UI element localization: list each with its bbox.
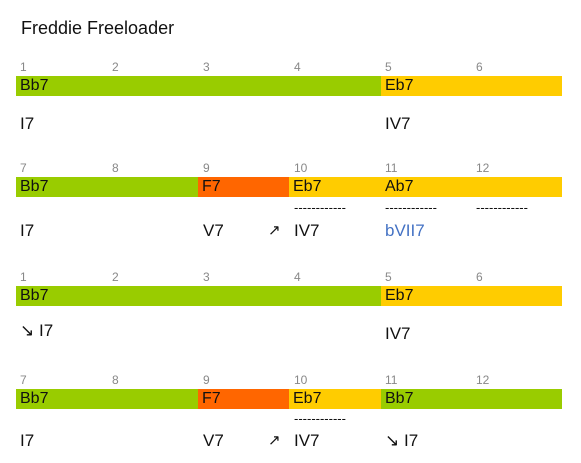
bar-number: 11 (385, 161, 398, 175)
bar-number: 4 (294, 60, 301, 74)
bar-number: 8 (112, 373, 119, 387)
bar-number: 9 (203, 161, 210, 175)
chord-segment: Eb7 (381, 76, 562, 96)
bar-number: 5 (385, 270, 392, 284)
bar-number: 4 (294, 270, 301, 284)
bar-number: 12 (476, 161, 490, 175)
bar-number: 9 (203, 373, 210, 387)
roman-numeral: I7 (20, 114, 35, 133)
roman-numeral: IV7 (385, 114, 411, 133)
bar-number: 6 (476, 270, 483, 284)
chord-segment: F7 (198, 389, 289, 409)
chord-segment: Bb7 (16, 76, 381, 96)
chord-segment: Bb7 (16, 389, 198, 409)
bar-number: 2 (112, 60, 119, 74)
bar-number: 1 (20, 270, 27, 284)
bar-number: 3 (203, 270, 210, 284)
chord-segment: Eb7 (289, 389, 381, 409)
bar-number: 10 (294, 373, 308, 387)
roman-numeral: ↘ I7 (385, 431, 419, 450)
dashed-divider: ------------ (476, 200, 528, 215)
roman-numeral: IV7 (385, 324, 411, 343)
roman-numeral: I7 (20, 221, 35, 240)
roman-numeral: V7 (203, 431, 224, 450)
roman-numeral: V7 (203, 221, 224, 240)
chord-segment: Bb7 (16, 286, 381, 306)
arrow-up-right-icon: ↗ (268, 432, 281, 449)
chord-segment: Ab7 (381, 177, 562, 197)
bar-number: 2 (112, 270, 119, 284)
bar-number: 7 (20, 161, 27, 175)
dashed-divider: ------------ (294, 200, 346, 215)
roman-numeral: IV7 (294, 221, 320, 240)
dashed-divider: ------------ (294, 411, 346, 426)
bar-number: 12 (476, 373, 490, 387)
bar-number: 10 (294, 161, 308, 175)
chord-segment: Bb7 (16, 177, 198, 197)
bar-number: 6 (476, 60, 483, 74)
page-title: Freddie Freeloader (21, 18, 175, 38)
bar-number: 11 (385, 373, 398, 387)
roman-numeral: bVII7 (385, 221, 425, 240)
bar-number: 3 (203, 60, 210, 74)
chord-segment: Eb7 (289, 177, 381, 197)
bar-number: 1 (20, 60, 27, 74)
roman-numeral: ↘ I7 (20, 321, 54, 340)
roman-numeral: IV7 (294, 431, 320, 450)
chord-segment: F7 (198, 177, 289, 197)
chord-segment: Bb7 (381, 389, 562, 409)
arrow-up-right-icon: ↗ (268, 222, 281, 239)
roman-numeral: I7 (20, 431, 35, 450)
chord-segment: Eb7 (381, 286, 562, 306)
bar-number: 7 (20, 373, 27, 387)
bar-number: 8 (112, 161, 119, 175)
bar-number: 5 (385, 60, 392, 74)
dashed-divider: ------------ (385, 200, 437, 215)
